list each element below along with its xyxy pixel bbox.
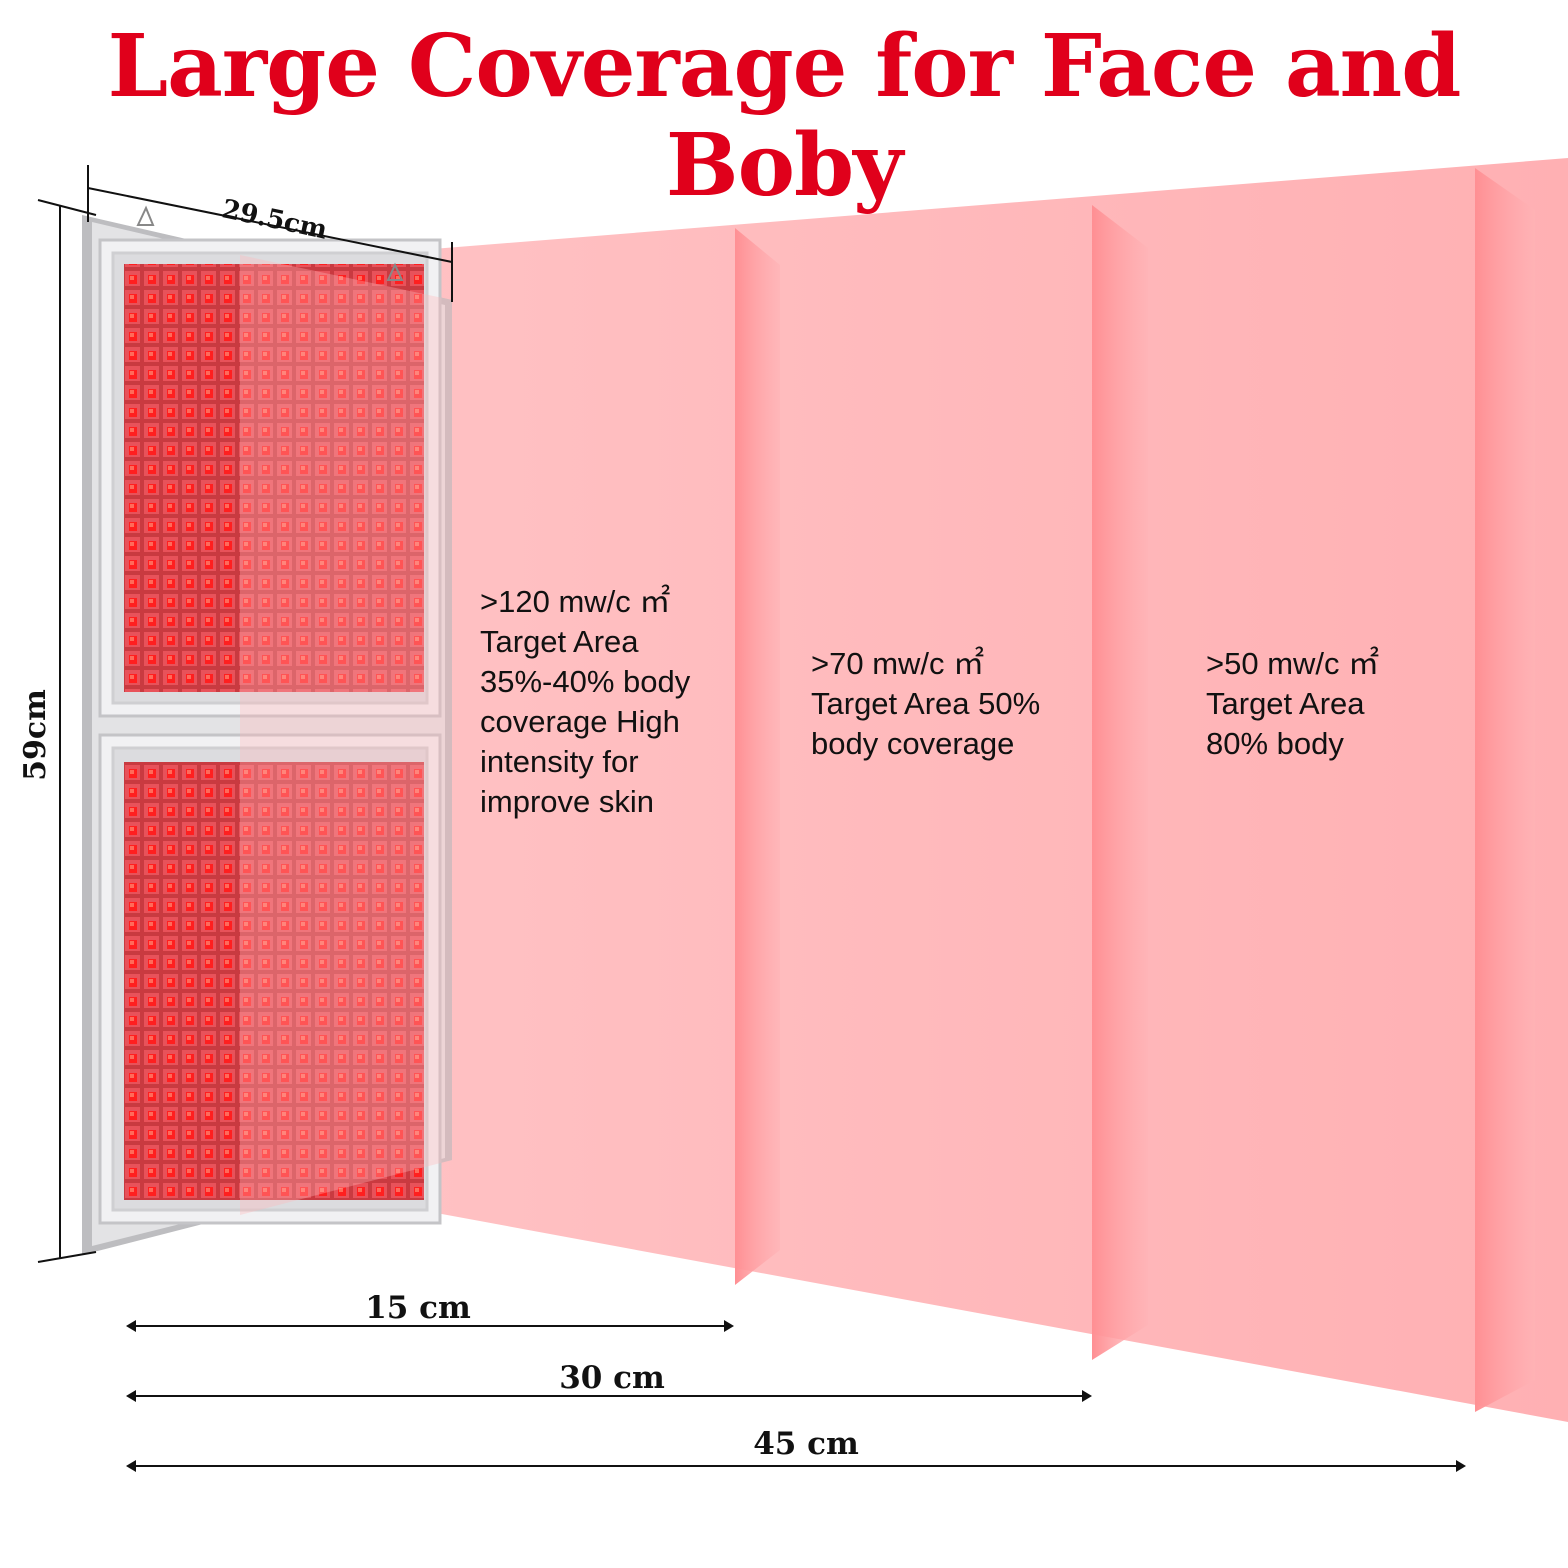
page-title: Large Coverage for Face and Boby — [107, 16, 1462, 216]
light-beam — [420, 158, 1568, 1422]
zone-1-text-line: Target Area — [480, 624, 639, 659]
distance-label-15cm: 15 cm — [365, 1290, 471, 1326]
zone-2-description: >70 mw/c ㎡ Target Area 50% body coverage — [811, 644, 1040, 764]
zone-1-intensity: >120 mw/c ㎡ — [480, 584, 671, 619]
panel-height-dimension — [37, 199, 97, 1263]
distance-arrow-45cm — [126, 1460, 1466, 1472]
red-light-panel — [82, 205, 452, 1255]
distance-label-30cm: 30 cm — [559, 1360, 665, 1396]
beam-zone-3-fold — [1475, 168, 1535, 1412]
distance-label-45cm: 45 cm — [753, 1426, 859, 1462]
beam-zone-1-fold — [735, 228, 780, 1285]
zone-3-text-line: 80% body — [1206, 726, 1344, 761]
led-module-top — [98, 238, 442, 718]
zone-2-text-line: body coverage — [811, 726, 1015, 761]
beam-zone-2-fold — [1092, 205, 1148, 1360]
zone-1-description: >120 mw/c ㎡ Target Area 35%-40% body cov… — [480, 582, 690, 822]
led-module-bottom — [98, 733, 442, 1225]
distance-arrow-15cm — [126, 1320, 734, 1332]
zone-1-text-line: intensity for — [480, 744, 639, 779]
zone-3-intensity: >50 mw/c ㎡ — [1206, 646, 1380, 681]
hook-icon — [136, 205, 155, 226]
zone-3-description: >50 mw/c ㎡ Target Area 80% body — [1206, 644, 1379, 764]
zone-3-text-line: Target Area — [1206, 686, 1365, 721]
zone-1-text-line: improve skin — [480, 784, 654, 819]
zone-2-text-line: Target Area 50% — [811, 686, 1041, 721]
distance-arrow-30cm — [126, 1390, 1092, 1402]
panel-width-label: 29.5cm — [219, 194, 330, 246]
zone-1-text-line: coverage High — [480, 704, 680, 739]
zone-1-text-line: 35%-40% body — [480, 664, 691, 699]
hook-icon — [386, 262, 404, 281]
panel-height-label: 59cm — [18, 689, 53, 781]
zone-2-intensity: >70 mw/c ㎡ — [811, 646, 985, 681]
